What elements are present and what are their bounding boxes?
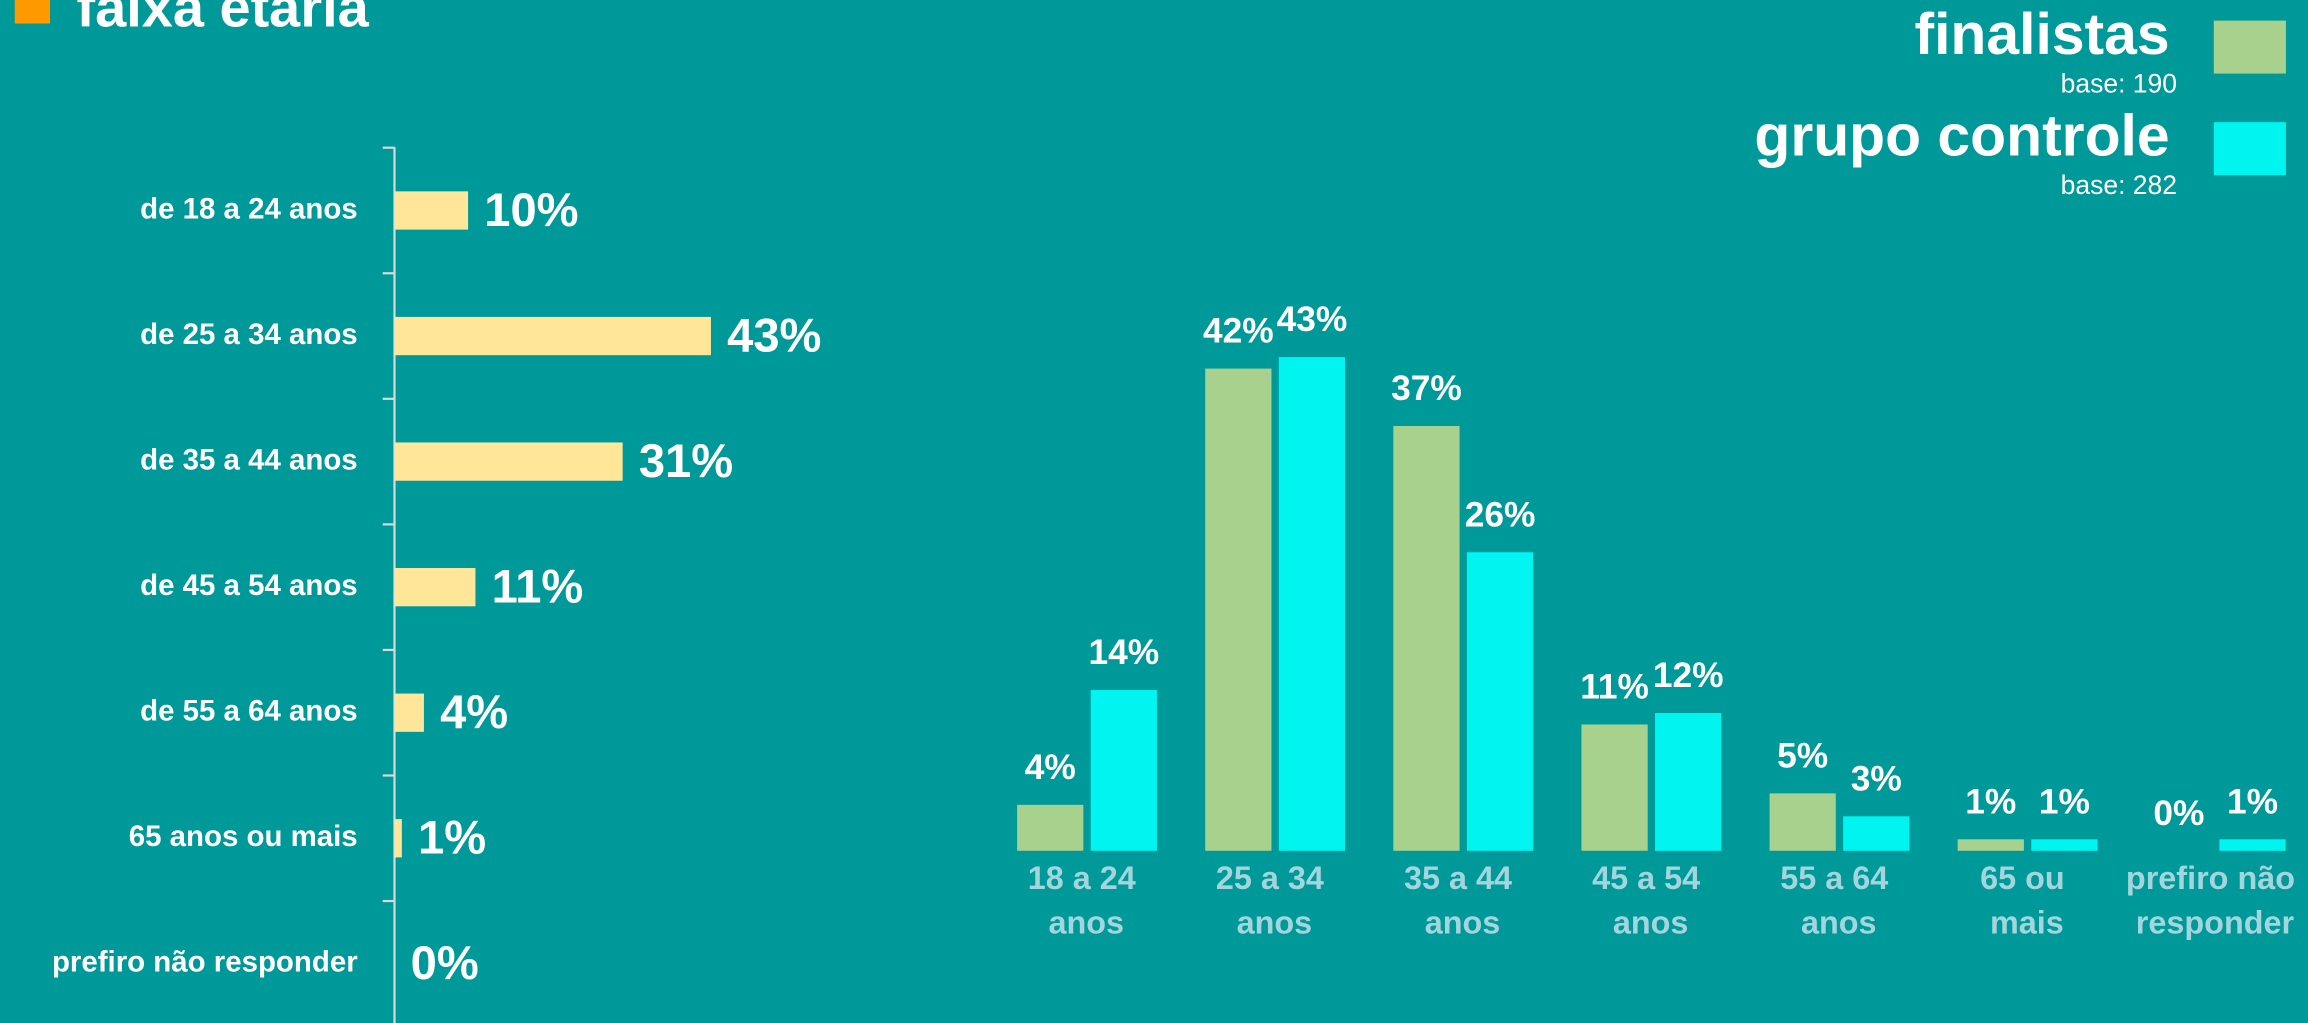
bar [394,568,476,607]
value-label: 4% [440,685,508,738]
x-tick-label-line: 65 ou [1980,860,2074,896]
legend-label: finalistas [1914,2,2169,67]
value-label: 4% [1025,748,1076,787]
bar [1466,552,1534,851]
x-tick-label: 65 ou mais [1980,860,2074,940]
x-tick-label: 18 a 24 anos [1028,860,1145,940]
x-tick-label: 25 a 34 anos [1216,860,1333,940]
x-tick-label-line: 25 a 34 [1216,860,1333,896]
category-label: de 18 a 24 anos [140,192,358,225]
bar [394,442,623,481]
bar [1843,816,1910,851]
x-tick-label: prefiro não responder [2126,860,2304,940]
category-label: 65 anos ou mais [129,820,358,853]
value-label: 31% [639,434,733,487]
value-label: 5% [1777,736,1828,775]
x-tick-label-line: 55 a 64 [1780,860,1897,896]
legend-swatch [2213,122,2286,176]
bar [1581,724,1648,851]
bar [1090,690,1157,851]
x-tick-label-line: 35 a 44 [1404,860,1521,896]
bar [394,191,469,230]
bar [2031,839,2098,851]
category-label: de 25 a 34 anos [140,318,358,351]
value-label: 10% [484,183,578,236]
x-tick-label-line: 18 a 24 [1028,860,1145,896]
category-label: de 35 a 44 anos [140,443,358,476]
value-label: 11% [1580,667,1649,706]
x-tick-label: 45 a 54 anos [1592,860,1709,940]
x-tick-label-line: prefiro não [2126,860,2304,896]
bar [394,819,402,858]
bar [2219,839,2286,851]
x-tick-label: 35 a 44 anos [1404,860,1521,940]
bar [1957,839,2024,851]
category-label: de 55 a 64 anos [140,694,358,727]
bar [394,693,424,732]
value-label: 0% [2153,794,2204,833]
bar [1205,368,1272,851]
value-label: 11% [492,560,584,613]
x-tick-label-line: anos [1425,904,1501,940]
category-label: prefiro não responder [52,946,358,979]
bar [1769,793,1836,851]
x-tick-label-line: anos [1237,904,1313,940]
x-tick-label-line: anos [1613,904,1689,940]
legend-base: base: 190 [2061,68,2177,98]
bar [394,316,711,356]
value-label: 37% [1391,369,1462,408]
value-label: 43% [727,308,821,361]
x-tick-label: 55 a 64 anos [1780,860,1897,940]
title-marker [14,0,51,24]
bar [1655,713,1722,851]
value-label: 12% [1653,656,1724,695]
category-label: de 45 a 54 anos [140,569,358,602]
value-label: 42% [1203,312,1274,351]
value-label: 26% [1465,495,1536,534]
value-label: 1% [418,811,486,864]
value-label: 0% [411,936,479,989]
bar [1278,357,1346,851]
bar [1393,425,1460,851]
value-label: 1% [2227,782,2278,821]
value-label: 1% [2039,782,2090,821]
x-tick-label-line: 45 a 54 [1592,860,1709,896]
legend-swatch [2213,20,2286,74]
legend-base: base: 282 [2061,170,2177,200]
value-label: 1% [1965,782,2016,821]
x-tick-label-line: anos [1801,904,1877,940]
x-tick-label-line: responder [2136,904,2295,940]
value-label: 3% [1851,759,1902,798]
x-tick-label-line: mais [1990,904,2064,940]
page-title: faixa etária [77,0,370,39]
value-label: 14% [1088,633,1159,672]
legend-label: grupo controle [1754,103,2169,168]
value-label: 43% [1277,300,1348,339]
x-tick-label-line: anos [1049,904,1125,940]
bar [1017,804,1084,851]
